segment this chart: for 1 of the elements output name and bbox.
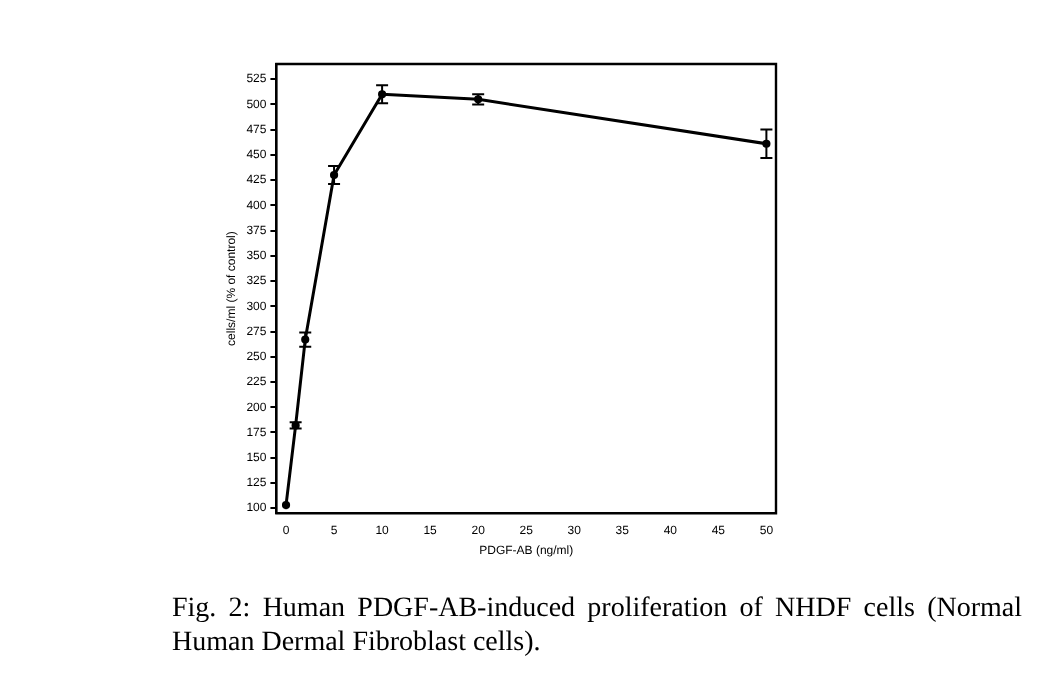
caption: Fig. 2: Human PDGF-AB-induced proliferation of NHDF cells (Normal Human Dermal Fibroblast cells). <box>172 592 1022 660</box>
